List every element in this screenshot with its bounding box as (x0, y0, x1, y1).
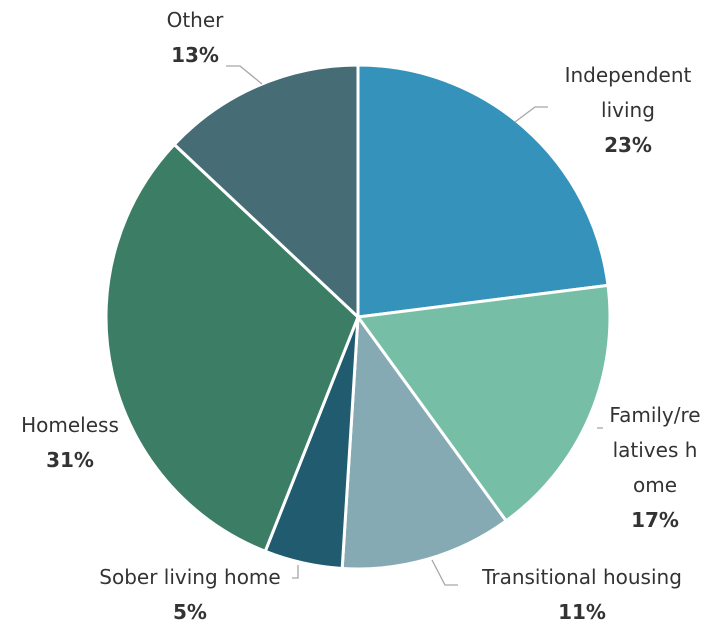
leader-line (514, 106, 548, 123)
leader-line (292, 565, 299, 579)
pie-slice (340, 315, 508, 571)
value-label: 11% (558, 600, 606, 624)
slice-label: Sober living home 5% (70, 560, 310, 630)
value-label: 31% (46, 448, 94, 472)
slice-label: Family/relatives home 17% (608, 398, 703, 538)
slice-label: Independent living 23% (548, 58, 708, 163)
slice-label: Homeless 31% (0, 408, 140, 478)
slice-label: Transitional housing 11% (452, 560, 710, 630)
pie-slice (104, 142, 360, 553)
category-label: Homeless (21, 413, 119, 437)
category-label: Transitional housing (482, 565, 682, 589)
category-label: Other (166, 8, 224, 32)
slice-label: Other 13% (135, 3, 255, 73)
category-label: Family/relatives home (609, 403, 701, 497)
pie-slice (356, 283, 612, 523)
pie-slice (356, 63, 610, 319)
value-label: 5% (173, 600, 207, 624)
category-label: Independent living (564, 63, 692, 122)
category-label: Sober living home (99, 565, 281, 589)
value-label: 13% (171, 43, 219, 67)
leader-line (431, 559, 458, 586)
value-label: 23% (604, 133, 652, 157)
leader-line (226, 65, 263, 85)
value-label: 17% (631, 508, 679, 532)
pie-slice (172, 63, 360, 319)
